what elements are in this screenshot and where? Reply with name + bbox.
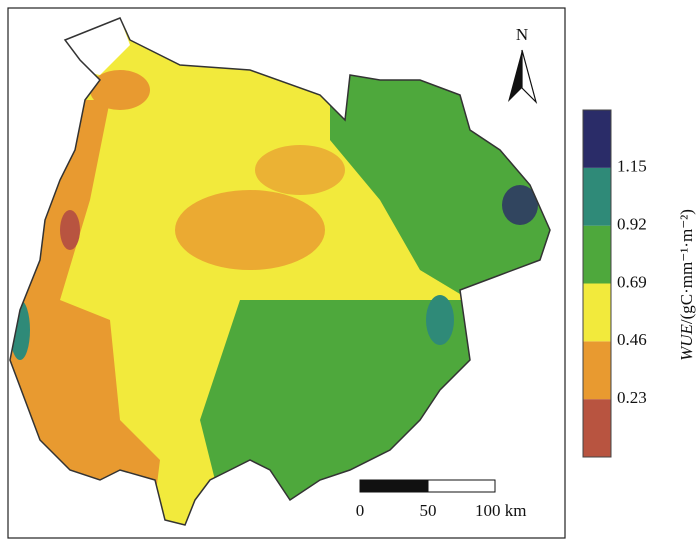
legend-swatch bbox=[583, 225, 611, 284]
scale-label: 50 bbox=[420, 501, 437, 520]
class-area bbox=[426, 295, 454, 345]
legend-swatch bbox=[583, 341, 611, 400]
legend-swatch bbox=[583, 167, 611, 226]
class-area bbox=[175, 190, 325, 270]
scale-bar bbox=[359, 479, 429, 493]
scale-label: 100 km bbox=[475, 501, 526, 520]
legend-tick-label: 0.46 bbox=[617, 330, 647, 349]
north-arrow bbox=[521, 49, 538, 105]
legend-tick-label: 0.23 bbox=[617, 388, 647, 407]
class-area bbox=[255, 145, 345, 195]
legend-title: WUE/(gC·mm⁻¹·m⁻²) bbox=[677, 209, 696, 361]
class-area bbox=[502, 185, 538, 225]
legend-frame bbox=[582, 109, 612, 458]
legend-tick-label: 1.15 bbox=[617, 157, 647, 176]
scale-label: 0 bbox=[356, 501, 365, 520]
region-boundary bbox=[9, 17, 551, 526]
legend-title-unit: /(gC·mm⁻¹·m⁻²) bbox=[677, 209, 696, 324]
class-area bbox=[60, 210, 80, 250]
legend: 0.23 0.46 0.69 0.92 1.15 bbox=[582, 109, 647, 458]
legend-tick-label: 0.69 bbox=[617, 272, 647, 291]
north-label: N bbox=[516, 25, 528, 44]
legend-swatch bbox=[583, 110, 611, 168]
legend-swatch bbox=[583, 399, 611, 457]
north-arrow bbox=[508, 50, 522, 102]
scale-bar bbox=[427, 479, 496, 493]
legend-tick-label: 0.92 bbox=[617, 215, 647, 234]
legend-swatch bbox=[583, 283, 611, 342]
legend-title-variable: WUE bbox=[677, 323, 696, 360]
class-area bbox=[90, 70, 150, 110]
